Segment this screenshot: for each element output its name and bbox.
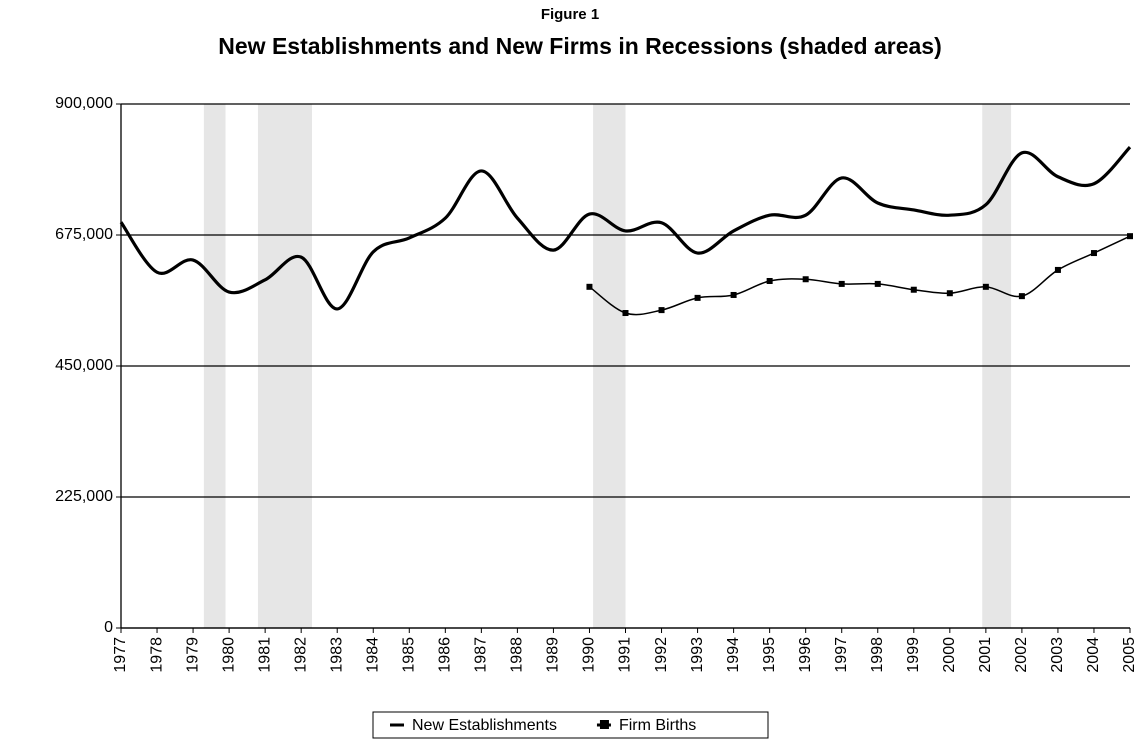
point-marker <box>658 307 665 314</box>
x-tick-label: 1980 <box>220 637 237 673</box>
x-tick-label: 1986 <box>437 637 454 673</box>
point-marker <box>1018 293 1025 300</box>
series-line <box>119 145 1132 311</box>
point-marker <box>622 310 629 317</box>
point-marker <box>586 283 593 290</box>
x-tick-label: 1999 <box>905 637 922 673</box>
point-marker <box>1090 250 1097 257</box>
point-marker <box>730 291 737 298</box>
x-tick-label: 2000 <box>941 637 958 673</box>
x-tick-label: 1989 <box>545 637 562 673</box>
x-tick-label: 1987 <box>473 637 490 673</box>
legend: New Establishments Firm Births <box>372 711 769 739</box>
x-tick-label: 2004 <box>1085 637 1102 673</box>
x-tick-label: 1977 <box>112 637 129 673</box>
y-tick-label: 450,000 <box>55 357 113 374</box>
x-tick-label: 1983 <box>328 637 345 673</box>
x-tick-label: 1995 <box>761 637 778 673</box>
x-tick-label: 2002 <box>1013 637 1030 673</box>
x-tick-label: 2005 <box>1121 637 1138 673</box>
point-marker <box>766 277 773 284</box>
x-tick-label: 1991 <box>617 637 634 673</box>
point-marker <box>874 280 881 287</box>
point-marker <box>910 286 917 293</box>
supertitle: Figure 1 <box>541 6 599 23</box>
x-tick-label: 1978 <box>148 637 165 673</box>
x-tick-label: 1992 <box>653 637 670 673</box>
x-tick-label: 1982 <box>292 637 309 673</box>
point-marker <box>1054 266 1061 273</box>
point-marker <box>802 276 809 283</box>
x-tick-label: 1990 <box>581 637 598 673</box>
series-line <box>589 235 1131 316</box>
x-tick-label: 1998 <box>869 637 886 673</box>
legend-label: New Establishments <box>412 717 557 734</box>
point-marker <box>946 290 953 297</box>
chart-title: New Establishments and New Firms in Rece… <box>218 33 941 59</box>
x-tick-label: 2001 <box>977 637 994 673</box>
x-tick-label: 1981 <box>256 637 273 673</box>
x-tick-label: 1988 <box>509 637 526 673</box>
legend-marker <box>599 720 609 729</box>
y-tick-label: 225,000 <box>55 488 113 505</box>
legend-box <box>372 711 769 739</box>
x-tick-label: 1997 <box>833 637 850 673</box>
y-tick-label: 900,000 <box>55 95 113 112</box>
point-marker <box>1127 233 1133 240</box>
legend-label: Firm Births <box>619 717 696 734</box>
point-marker <box>982 283 989 290</box>
y-tick-label: 0 <box>104 619 113 636</box>
x-tick-label: 1996 <box>797 637 814 673</box>
x-tick-label: 1985 <box>401 637 418 673</box>
x-tick-label: 1993 <box>689 637 706 673</box>
x-tick-label: 1979 <box>184 637 201 673</box>
point-marker <box>694 294 701 301</box>
x-tick-label: 1984 <box>364 637 381 673</box>
x-tick-label: 2003 <box>1049 637 1066 673</box>
x-tick-label: 1994 <box>725 637 742 673</box>
y-tick-label: 675,000 <box>55 226 113 243</box>
point-marker <box>838 280 845 287</box>
